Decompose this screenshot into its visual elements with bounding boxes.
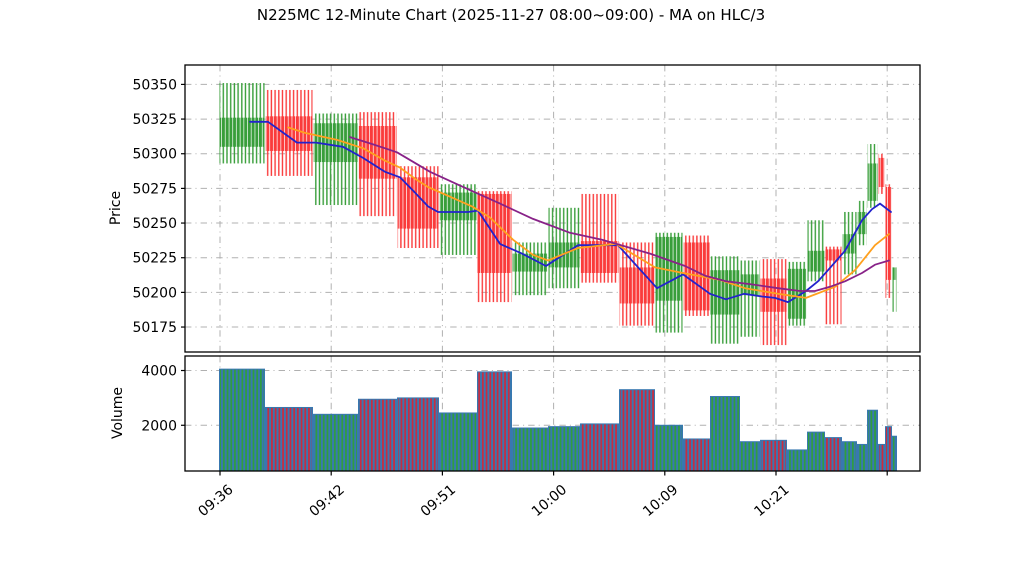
x-tick-label: 10:09 (640, 482, 681, 520)
candle-body (358, 126, 397, 179)
candle-body (787, 268, 807, 319)
ma-lines (249, 120, 892, 304)
candle-body (892, 267, 897, 280)
volume-bar (787, 449, 807, 472)
x-ticks: 09:36 09:42 09:51 10:00 10:09 10:21 (195, 471, 888, 520)
svg-text:50200: 50200 (132, 285, 177, 301)
svg-text:50350: 50350 (132, 77, 177, 93)
volume-y-ticks: 2000 4000 (141, 364, 185, 434)
volume-bar (885, 426, 892, 472)
candle-body (807, 250, 825, 272)
volume-bar (807, 431, 825, 472)
svg-text:4000: 4000 (141, 364, 177, 380)
candle-body (397, 177, 439, 229)
svg-text:50275: 50275 (132, 181, 177, 197)
volume-bar (710, 396, 740, 472)
volume-bar (655, 424, 683, 472)
volume-bar (760, 439, 787, 472)
volume-bar (825, 437, 842, 472)
x-tick-label: 10:00 (529, 482, 570, 520)
volume-bars (219, 368, 897, 472)
volume-bar (265, 406, 313, 472)
volume-bar (313, 413, 358, 472)
candle-body (825, 249, 842, 261)
volume-bar (477, 371, 512, 472)
ma-slow-hlc3 (349, 136, 890, 292)
svg-text:50225: 50225 (132, 251, 177, 267)
candle-wick (740, 260, 760, 337)
volume-bar (580, 423, 619, 472)
candle-body (867, 163, 878, 201)
volume-bar (740, 441, 760, 472)
volume-bar (878, 443, 885, 472)
volume-bar (842, 441, 857, 472)
volume-panel-border (184, 355, 921, 472)
volume-bar (358, 398, 397, 472)
volume-bar (439, 412, 477, 472)
svg-text:2000: 2000 (141, 418, 177, 434)
ma-mid-hlc3 (287, 126, 890, 299)
svg-text:50325: 50325 (132, 112, 177, 128)
svg-text:50300: 50300 (132, 147, 177, 163)
volume-bar (397, 397, 439, 472)
candle-body (857, 211, 867, 235)
candle-body (512, 253, 548, 272)
candle-body (710, 270, 740, 315)
candle-body (878, 157, 885, 188)
volume-bar (548, 426, 580, 472)
candles (219, 83, 897, 346)
volume-bar (683, 438, 710, 472)
chart-title: N225MC 12-Minute Chart (2025-11-27 08:00… (256, 6, 766, 24)
svg-text:50175: 50175 (132, 320, 177, 336)
x-tick-label: 09:51 (418, 482, 459, 520)
candle-wick (892, 267, 897, 312)
volume-bar (867, 409, 878, 472)
volume-bar (512, 427, 548, 472)
volume-bar (892, 435, 897, 472)
price-panel-border (184, 64, 921, 353)
price-y-ticks: 50175 50200 50225 50250 50275 50300 50325 50350 (132, 77, 185, 336)
candle-body (619, 267, 655, 304)
volume-bar (857, 443, 867, 472)
x-tick-label: 09:36 (195, 482, 236, 520)
svg-text:50250: 50250 (132, 216, 177, 232)
volume-bar (219, 368, 265, 472)
volume-bar (619, 389, 655, 472)
x-tick-label: 09:42 (307, 482, 348, 520)
x-tick-label: 10:21 (751, 482, 792, 520)
